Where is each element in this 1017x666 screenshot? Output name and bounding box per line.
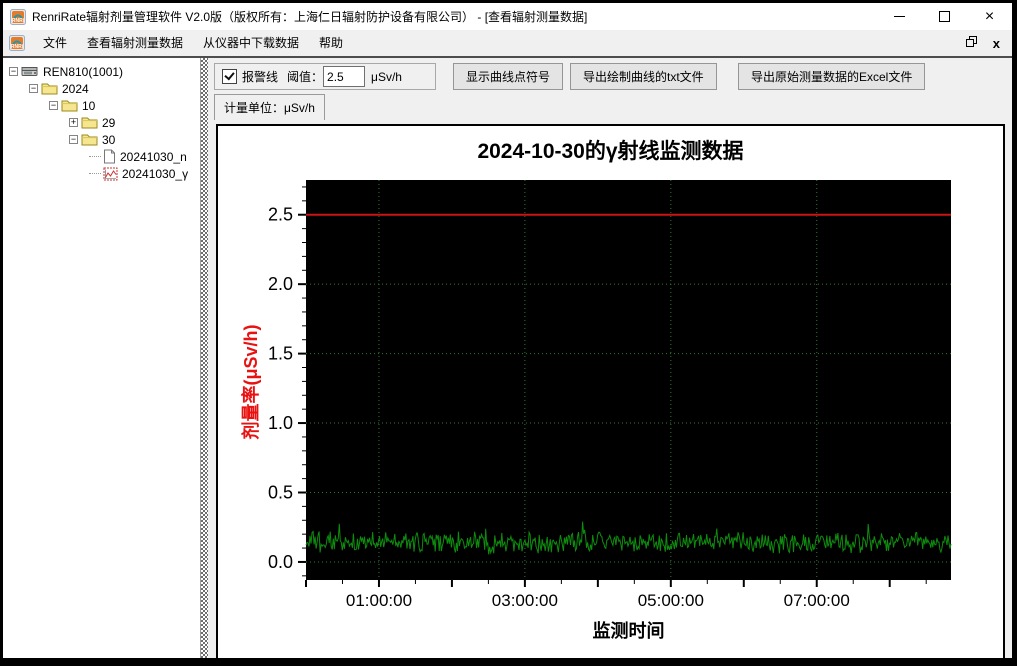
folder-icon bbox=[41, 82, 58, 95]
close-icon: × bbox=[984, 7, 995, 25]
chart-title: 2024-10-30的γ射线监测数据 bbox=[477, 140, 744, 163]
panel-splitter[interactable] bbox=[201, 58, 208, 658]
threshold-label: 阈值： bbox=[287, 70, 324, 84]
svg-text:RNRi: RNRi bbox=[11, 44, 24, 50]
folder-icon bbox=[81, 133, 98, 146]
threshold-unit-label: μSv/h bbox=[371, 69, 402, 84]
title-bar: RNRi RenriRate辐射剂量管理软件 V2.0版（版权所有：上海仁日辐射… bbox=[3, 3, 1012, 30]
menu-item-0[interactable]: 文件 bbox=[43, 36, 68, 50]
unit-tab[interactable]: 计量单位：μSv/h bbox=[214, 94, 325, 120]
app-logo-icon: RNRi bbox=[10, 8, 26, 25]
svg-text:03:00:00: 03:00:00 bbox=[492, 591, 558, 610]
tree-item-10[interactable]: − 10 bbox=[5, 97, 198, 114]
svg-text:0.5: 0.5 bbox=[268, 483, 293, 503]
tree-item-label: REN810(1001) bbox=[43, 64, 124, 79]
tree-item-label: 30 bbox=[102, 132, 116, 147]
chart-plot: 0.0 0.5 1.0 1.5 2.0 2.5 01:00:00 03:00:00 05:00:… bbox=[268, 180, 952, 610]
show-curve-points-button[interactable]: 显示曲线点符号 bbox=[453, 63, 564, 90]
svg-text:2.5: 2.5 bbox=[268, 205, 293, 225]
close-button[interactable]: × bbox=[967, 3, 1012, 30]
svg-text:0.0: 0.0 bbox=[268, 552, 293, 572]
tree-item-20241030_-[interactable]: 20241030_γ bbox=[5, 165, 198, 182]
unit-tab-row: 计量单位：μSv/h bbox=[214, 94, 325, 120]
measurement-view-panel: 报警线 阈值： μSv/h 显示曲线点符号 导出绘制曲线的txt文件 导出原始测… bbox=[208, 58, 1012, 658]
collapse-icon[interactable]: − bbox=[29, 83, 38, 93]
tree-connector bbox=[89, 173, 101, 174]
alarm-line-label: 报警线 bbox=[242, 70, 279, 84]
folder-icon bbox=[61, 99, 78, 112]
window-title: RenriRate辐射剂量管理软件 V2.0版（版权所有：上海仁日辐射防护设备有… bbox=[32, 10, 588, 24]
tree-item-2024[interactable]: − 2024 bbox=[5, 80, 198, 97]
maximize-icon bbox=[939, 11, 950, 22]
x-axis-title: 监测时间 bbox=[592, 621, 665, 641]
svg-text:1.0: 1.0 bbox=[268, 413, 293, 433]
device-file-tree: − REN810(1001) −2024−10 +29−30 20241030_n 202… bbox=[3, 58, 201, 658]
tree-item-30[interactable]: − 30 bbox=[5, 131, 198, 148]
svg-text:1.5: 1.5 bbox=[268, 344, 293, 364]
threshold-input[interactable] bbox=[323, 66, 366, 87]
collapse-icon[interactable]: − bbox=[49, 100, 58, 110]
mdi-window-controls: x bbox=[950, 34, 1012, 52]
export-excel-button[interactable]: 导出原始测量数据的Excel文件 bbox=[738, 63, 926, 90]
maximize-button[interactable] bbox=[922, 3, 967, 30]
mdi-restore-icon bbox=[965, 36, 977, 47]
svg-text:07:00:00: 07:00:00 bbox=[784, 591, 850, 610]
y-axis-title: 剂量率(μSv/h) bbox=[241, 324, 261, 440]
tree-item-20241030_n[interactable]: 20241030_n bbox=[5, 148, 198, 165]
dose-rate-chart: 0.0 0.5 1.0 1.5 2.0 2.5 01:00:00 03:00:00 05:00:… bbox=[216, 124, 1005, 658]
menu-bar: RNRi 文件 查看辐射测量数据 从仪器中下载数据 帮助 x bbox=[3, 30, 1012, 56]
alarm-line-checkbox[interactable] bbox=[222, 69, 237, 84]
svg-text:01:00:00: 01:00:00 bbox=[346, 591, 412, 610]
svg-text:05:00:00: 05:00:00 bbox=[638, 591, 704, 610]
window-controls: × bbox=[877, 3, 1012, 30]
device-icon bbox=[21, 65, 39, 78]
app-window: RNRi RenriRate辐射剂量管理软件 V2.0版（版权所有：上海仁日辐射… bbox=[3, 3, 1012, 658]
svg-text:2.0: 2.0 bbox=[268, 274, 293, 294]
mdi-close-button[interactable]: x bbox=[992, 35, 1000, 51]
alarm-line-group: 报警线 阈值： μSv/h bbox=[214, 63, 436, 90]
tree-item-label: 20241030_n bbox=[120, 149, 187, 164]
tree-item-label: 20241030_γ bbox=[122, 166, 189, 181]
tree-item-label: 29 bbox=[102, 115, 116, 130]
folder-icon bbox=[81, 116, 98, 129]
menu-item-1[interactable]: 查看辐射测量数据 bbox=[87, 36, 184, 50]
expand-icon[interactable]: + bbox=[69, 117, 78, 127]
export-txt-button[interactable]: 导出绘制曲线的txt文件 bbox=[570, 63, 717, 90]
svg-text:RNRi: RNRi bbox=[12, 18, 25, 24]
document-icon bbox=[103, 149, 116, 164]
tree-item-29[interactable]: +29 bbox=[5, 114, 198, 131]
tree-item-label: 10 bbox=[82, 98, 96, 113]
main-area: − REN810(1001) −2024−10 +29−30 20241030_n 202… bbox=[3, 56, 1012, 658]
tree-connector bbox=[89, 156, 101, 157]
menu-item-3[interactable]: 帮助 bbox=[319, 36, 344, 50]
minimize-button[interactable] bbox=[877, 3, 922, 30]
collapse-icon[interactable]: − bbox=[69, 134, 78, 144]
menu-items: 文件 查看辐射测量数据 从仪器中下载数据 帮助 bbox=[33, 34, 353, 52]
minimize-icon bbox=[894, 16, 905, 17]
mdi-restore-button[interactable] bbox=[965, 34, 977, 52]
mdi-child-icon: RNRi bbox=[9, 35, 25, 51]
menu-item-2[interactable]: 从仪器中下载数据 bbox=[203, 36, 300, 50]
collapse-icon[interactable]: − bbox=[9, 66, 18, 76]
tree-item-REN810-1001-[interactable]: − REN810(1001) bbox=[5, 63, 198, 80]
chart-icon bbox=[103, 167, 118, 181]
tree-item-label: 2024 bbox=[62, 81, 89, 96]
